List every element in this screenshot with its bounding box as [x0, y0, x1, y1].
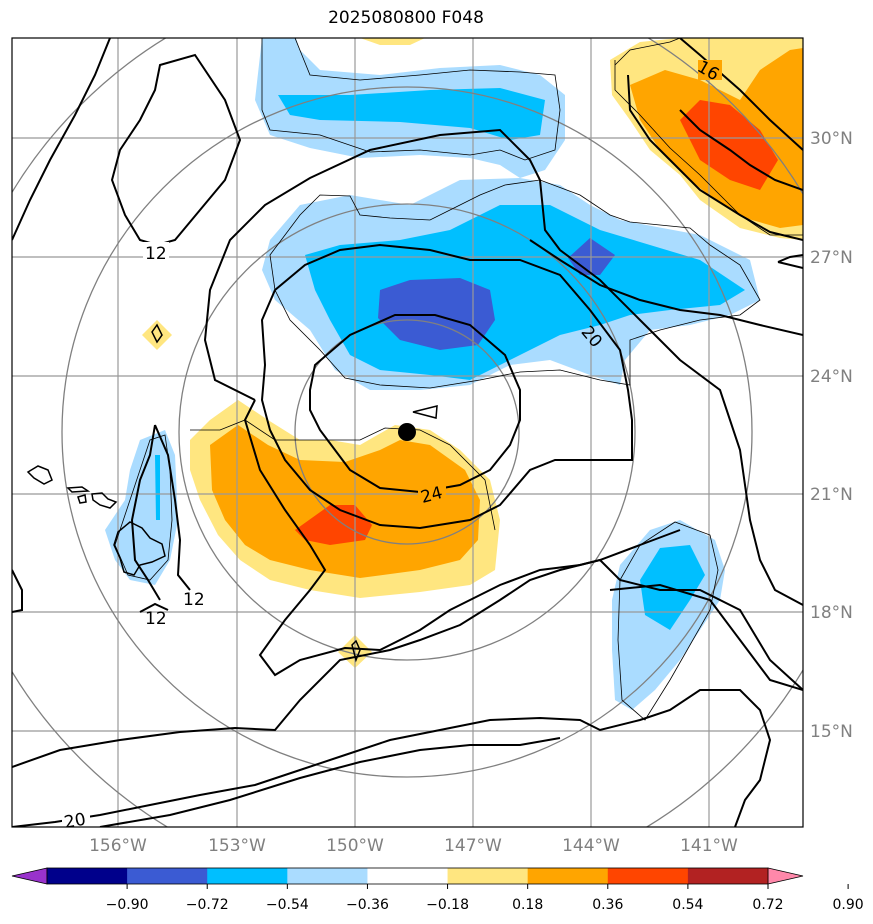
map-frame — [11, 37, 804, 828]
thin-contours — [114, 38, 803, 721]
negative-anomaly-shading — [105, 38, 760, 710]
lon-label: 147°W — [444, 836, 502, 856]
lat-label: 15°N — [810, 722, 853, 742]
colorbar-segment — [607, 868, 689, 884]
positive-anomaly-shading — [142, 38, 803, 668]
colorbar: −0.90 −0.72 −0.54 −0.36 −0.18 0.18 0.36 0.54 0.7… — [11, 867, 864, 913]
colorbar-segment — [207, 868, 288, 884]
lon-label: 153°W — [208, 836, 266, 856]
colorbar-tick-label: −0.90 — [106, 897, 149, 913]
lat-label: 21°N — [810, 485, 853, 505]
colorbar-segment — [687, 868, 769, 884]
contour-label-12-north: 12 — [145, 244, 167, 264]
colorbar-segment — [367, 868, 449, 884]
colorbar-extend-low — [11, 867, 48, 885]
colorbar-extend-high — [767, 867, 804, 885]
range-rings — [12, 38, 803, 827]
colorbar-segment — [127, 868, 208, 884]
colorbar-tick-label: 0.36 — [592, 897, 623, 913]
map-area: 16 12 20 24 12 12 20 — [12, 38, 803, 833]
lon-label: 156°W — [89, 836, 147, 856]
colorbar-segment — [447, 868, 529, 884]
colorbar-tick-label: 0.72 — [752, 897, 783, 913]
contour-label-20-south: 20 — [63, 810, 88, 833]
lon-label: 144°W — [562, 836, 620, 856]
hawaiian-islands — [26, 323, 438, 663]
colorbar-segment — [527, 868, 609, 884]
lat-label: 27°N — [810, 248, 853, 268]
lon-label: 150°W — [326, 836, 384, 856]
storm-center-marker — [398, 423, 416, 441]
latitude-labels: 30°N 27°N 24°N 21°N 18°N 15°N — [810, 129, 853, 742]
colorbar-tick-label: −0.18 — [426, 897, 469, 913]
colorbar-tick-label: 0.90 — [833, 897, 864, 913]
lon-label: 141°W — [680, 836, 738, 856]
colorbar-tick-label: 0.54 — [672, 897, 703, 913]
map-title: 2025080800 F048 — [328, 8, 484, 28]
colorbar-tick-label: −0.72 — [186, 897, 229, 913]
geopotential-contours — [12, 38, 803, 827]
colorbar-tick-label: −0.54 — [266, 897, 309, 913]
longitude-labels: 156°W 153°W 150°W 147°W 144°W 141°W — [89, 836, 738, 856]
colorbar-tick-label: 0.18 — [512, 897, 543, 913]
colorbar-tick-label: −0.36 — [346, 897, 389, 913]
gridlines — [12, 38, 803, 827]
lat-label: 30°N — [810, 129, 853, 149]
lat-label: 18°N — [810, 603, 853, 623]
colorbar-segment — [47, 868, 128, 884]
contour-label-12-hawaii: 12 — [145, 609, 167, 629]
contour-label-12-south: 12 — [183, 590, 205, 610]
colorbar-segment — [287, 868, 368, 884]
lat-label: 24°N — [810, 367, 853, 387]
